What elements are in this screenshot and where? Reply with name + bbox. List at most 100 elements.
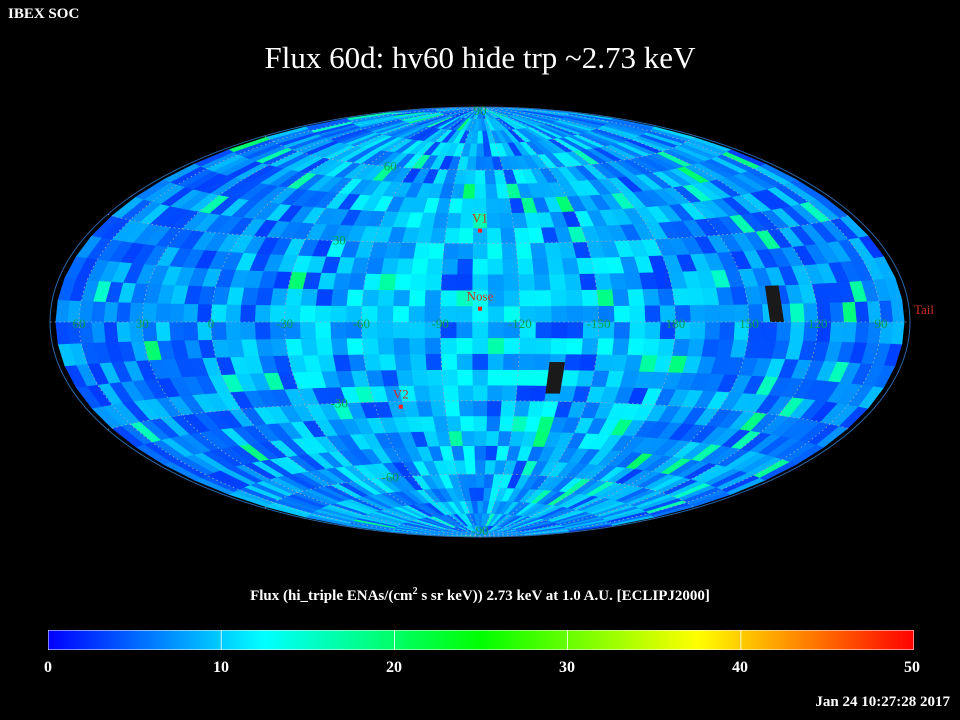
flux-pixel <box>563 353 582 371</box>
flux-pixel <box>581 337 599 355</box>
marker-label: V2 <box>393 387 409 402</box>
latitude-label: -60 <box>382 470 399 485</box>
flux-pixel <box>361 337 379 355</box>
flux-pixel <box>581 289 599 307</box>
flux-pixel <box>534 337 552 355</box>
flux-pixel <box>565 337 583 355</box>
longitude-label: -90 <box>432 316 449 331</box>
sky-border <box>49 106 911 538</box>
flux-pixel <box>427 242 445 259</box>
flux-pixel <box>155 321 171 342</box>
flux-pixel <box>363 273 382 291</box>
flux-pixel <box>410 369 429 386</box>
flux-pixel <box>704 304 721 323</box>
flux-pixel <box>441 369 458 386</box>
flux-pixel <box>503 337 520 354</box>
flux-pixel <box>563 273 582 291</box>
flux-pixel <box>474 169 486 185</box>
flux-pixel <box>424 289 442 307</box>
flux-pixel <box>628 305 646 323</box>
flux-pixel <box>440 290 457 307</box>
colorbar-title-sup: 2 <box>412 586 418 597</box>
graticule <box>50 107 907 537</box>
flux-pixel <box>593 273 613 290</box>
marker-v2 <box>398 404 403 409</box>
flux-pixel <box>515 242 533 259</box>
latitude-label: 60 <box>384 159 397 174</box>
flux-pixel <box>626 338 645 356</box>
flux-pixel <box>613 321 630 339</box>
flux-pixel <box>613 305 630 323</box>
no-data-block <box>764 285 785 322</box>
flux-pixel <box>487 305 505 323</box>
flux-pixel <box>502 274 520 291</box>
flux-pixel <box>425 273 442 291</box>
meridian-line <box>479 107 599 537</box>
flux-pixel <box>408 321 425 339</box>
colorbar-tick-label: 10 <box>213 659 229 676</box>
flux-pixel <box>442 242 459 259</box>
flux-pixel <box>456 353 473 370</box>
flux-pixel <box>55 321 70 345</box>
flux-pixel <box>472 400 488 417</box>
flux-pixel <box>441 258 458 275</box>
flux-pixel <box>376 321 394 339</box>
flux-pixel <box>475 473 485 488</box>
flux-pixel <box>518 353 535 371</box>
flux-pixel <box>440 353 458 370</box>
flux-pixel <box>115 301 131 323</box>
flux-pixel <box>90 321 106 343</box>
timestamp: Jan 24 10:27:28 2017 <box>815 694 950 710</box>
meridian-line <box>479 107 882 537</box>
latitude-label: -30 <box>331 395 348 410</box>
flux-pixel <box>561 257 580 275</box>
flux-pixel <box>115 321 131 343</box>
flux-pixel <box>427 385 445 402</box>
flux-pixel <box>854 301 870 323</box>
flux-pixel <box>270 287 289 306</box>
latitude-label: 90 <box>474 103 487 118</box>
flux-pixel <box>103 301 119 323</box>
flux-pixel <box>487 258 504 275</box>
flux-pixel <box>689 304 706 323</box>
flux-pixel <box>485 445 498 461</box>
flux-pixel <box>471 321 489 339</box>
flux-pixel <box>789 302 805 323</box>
flux-pixel <box>644 305 661 323</box>
flux-pixel <box>484 459 496 475</box>
flux-pixel <box>518 337 536 355</box>
flux-pixel <box>502 369 519 386</box>
flux-pixel <box>444 227 460 244</box>
flux-pixel <box>462 183 475 199</box>
longitude-label: -60 <box>353 316 370 331</box>
flux-pixel <box>330 338 349 356</box>
parallel-line <box>107 400 850 430</box>
flux-pixel <box>455 337 473 354</box>
flux-pixel <box>426 369 444 386</box>
colorbar-tick-label: 40 <box>732 659 748 676</box>
flux-pixel <box>393 353 412 371</box>
flux-pixel <box>498 212 515 229</box>
flux-pixel <box>689 321 706 340</box>
flux-pixel <box>330 288 349 306</box>
flux-pixel <box>533 273 551 291</box>
flux-pixel <box>254 321 271 340</box>
flux-pixel <box>475 143 485 157</box>
flux-pixel <box>642 338 660 356</box>
flux-pixel <box>487 321 505 339</box>
flux-pixel <box>516 369 534 386</box>
flux-pixel <box>103 321 119 343</box>
flux-pixel <box>455 305 473 323</box>
flux-pixel <box>408 305 425 323</box>
flux-pixel <box>789 321 805 342</box>
sky-map: 60 30 0 -30 -60 -90 -120 -150 180 150 120 90 90 60 30 -… <box>49 103 934 538</box>
flux-pixel <box>593 354 613 371</box>
flux-pixel <box>378 273 397 291</box>
flux-pixel <box>347 273 367 290</box>
flux-pixel <box>543 242 562 259</box>
flux-pixel <box>474 459 486 475</box>
flux-pixel <box>393 273 412 291</box>
flux-pixel <box>486 227 502 244</box>
flux-pixel <box>472 258 488 275</box>
flux-pixel <box>239 321 256 340</box>
